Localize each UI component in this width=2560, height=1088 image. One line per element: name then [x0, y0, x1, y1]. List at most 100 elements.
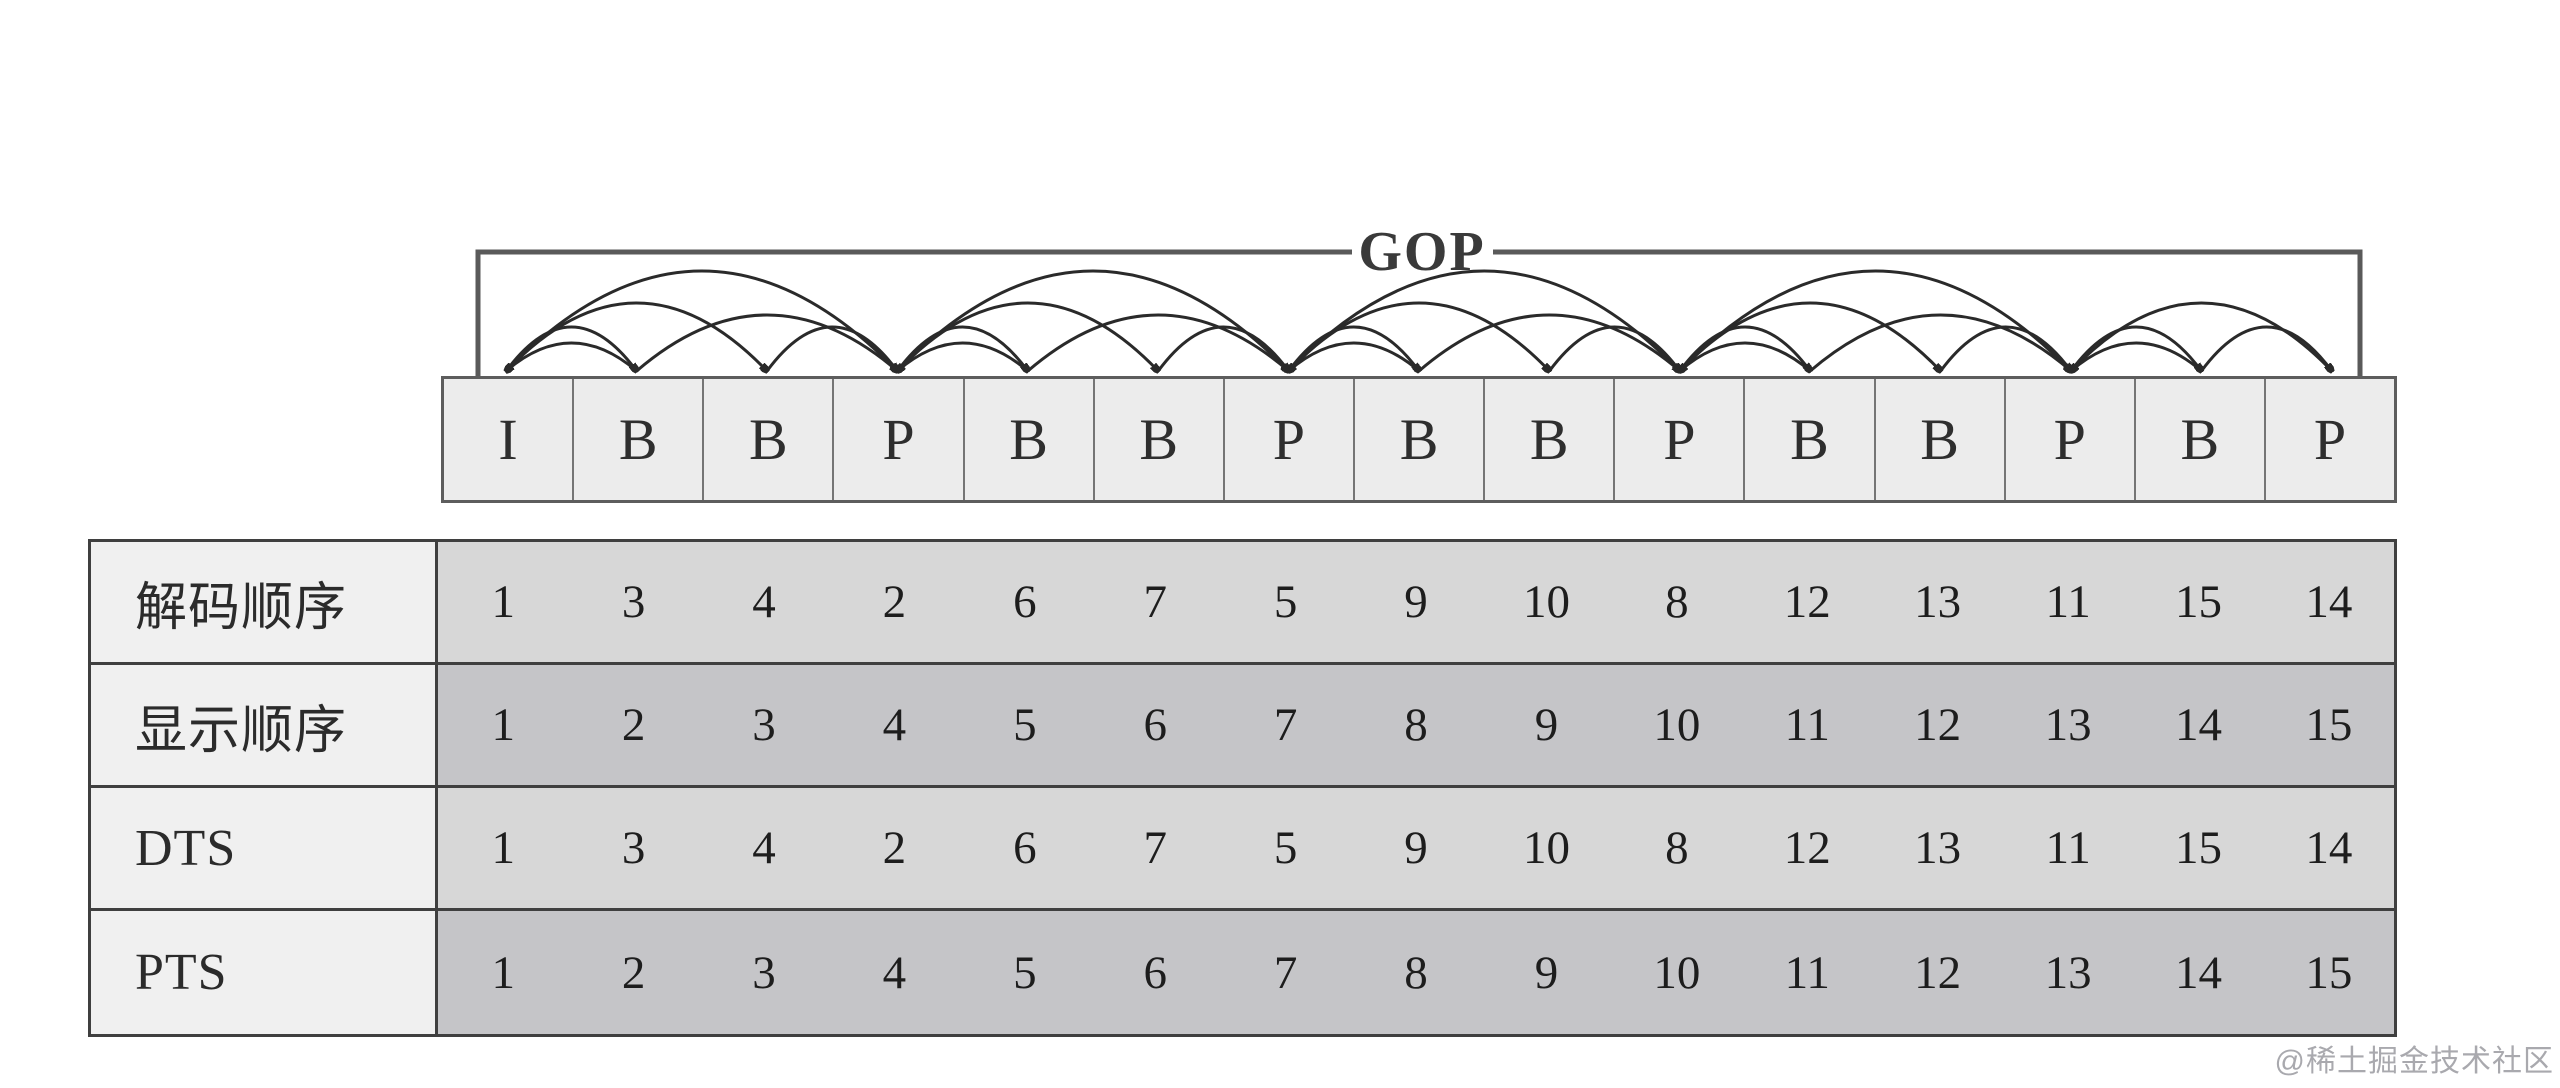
value-cell: 10	[1653, 946, 1701, 999]
value-cell: 14	[2174, 699, 2222, 751]
frame-cell: P	[834, 379, 965, 500]
value-cell: 10	[1653, 699, 1701, 751]
value-cell: 9	[1534, 946, 1559, 999]
frame-cell: P	[1224, 379, 1355, 500]
value-cell: 14	[2305, 576, 2353, 628]
value-cell: 5	[1273, 822, 1298, 874]
table-row: 显示顺序 1 2 3 4 5 6 7 8 9 10 11 12 13 14 15	[91, 665, 2394, 788]
reference-arc	[1678, 301, 1941, 371]
value-cell: 4	[752, 576, 776, 628]
frame-cell: B	[2135, 379, 2266, 500]
value-cell: 8	[1404, 699, 1428, 751]
value-cell: 5	[1013, 699, 1037, 751]
frame-reference-arcs	[504, 269, 2333, 371]
watermark: @稀土掘金技术社区	[2274, 1045, 2554, 1078]
value-cell: 8	[1665, 822, 1689, 874]
reference-arc	[1680, 269, 2073, 371]
value-cell: 3	[752, 699, 776, 751]
row-values: 1 3 4 2 6 7 5 9 10 8 12 13 11 15 14	[438, 542, 2394, 662]
row-values: 1 3 4 2 6 7 5 9 10 8 12 13 11 15 14	[438, 788, 2394, 908]
value-cell: 3	[621, 822, 646, 874]
value-cell: 4	[752, 822, 776, 874]
value-cell: 9	[1534, 699, 1559, 751]
row-values: 1 2 3 4 5 6 7 8 9 10 11 12 13 14 15	[438, 911, 2394, 1034]
reference-arc	[896, 325, 1027, 371]
reference-arc	[1678, 325, 1810, 371]
value-cell: 1	[491, 822, 515, 874]
row-label: DTS	[91, 788, 438, 908]
value-cell: 8	[1665, 576, 1689, 628]
table-row: 解码顺序 1 3 4 2 6 7 5 9 10 8 12 13 11 15 14	[91, 542, 2394, 665]
gop-bracket-right	[1493, 249, 2363, 376]
value-cell: 11	[1784, 946, 1830, 999]
value-cell: 12	[1914, 946, 1962, 999]
table-row: PTS 1 2 3 4 5 6 7 8 9 10 11 12 13 14 15	[91, 911, 2394, 1034]
frame-cell: B	[1094, 379, 1225, 500]
frame-cell: B	[964, 379, 1095, 500]
value-cell: 15	[2305, 699, 2353, 751]
reference-arc	[505, 301, 767, 371]
value-cell: 4	[882, 946, 907, 999]
reference-arc	[1287, 325, 1419, 371]
frame-cell: B	[1875, 379, 2006, 500]
reference-arc	[897, 269, 1290, 371]
value-cell: 13	[1914, 822, 1962, 874]
value-cell: 11	[2045, 576, 2091, 628]
reference-arc	[506, 341, 638, 371]
row-label: 解码顺序	[91, 542, 438, 662]
row-label: PTS	[91, 911, 438, 1034]
reference-arc	[1680, 341, 1812, 371]
value-cell: 15	[2174, 576, 2222, 628]
value-cell: 7	[1143, 822, 1167, 874]
reference-arc	[1289, 269, 1681, 371]
value-cell: 14	[2305, 822, 2353, 874]
reference-arc	[1939, 325, 2071, 371]
value-cell: 1	[491, 946, 515, 999]
frame-cell: B	[1485, 379, 1616, 500]
frame-cell: P	[2265, 379, 2395, 500]
value-cell: 13	[1914, 576, 1962, 628]
value-cell: 5	[1273, 576, 1298, 628]
reference-arc	[1289, 341, 1420, 371]
reference-arc	[2200, 325, 2331, 371]
gop-bracket-left	[475, 249, 1352, 376]
value-cell: 12	[1783, 822, 1831, 874]
value-cell: 11	[2045, 822, 2091, 874]
value-cell: 1	[491, 699, 515, 751]
reference-arc	[765, 325, 897, 371]
value-cell: 10	[1522, 822, 1570, 874]
gop-label: GOP	[1358, 221, 1485, 283]
value-cell: 10	[1522, 576, 1570, 628]
reference-arc	[1809, 313, 2071, 371]
value-cell: 9	[1404, 822, 1428, 874]
value-cell: 4	[882, 699, 907, 751]
value-cell: 13	[2044, 699, 2092, 751]
reference-arc	[1026, 313, 1289, 371]
value-cell: 13	[2044, 946, 2092, 999]
row-label: 显示顺序	[91, 665, 438, 785]
reference-arc	[2069, 325, 2201, 371]
value-cell: 3	[752, 946, 776, 999]
reference-arc	[1548, 325, 1679, 371]
value-cell: 1	[491, 576, 515, 628]
value-cell: 2	[882, 576, 907, 628]
frame-cell: B	[1354, 379, 1486, 500]
value-cell: 2	[621, 699, 646, 751]
value-cell: 6	[1013, 576, 1037, 628]
reference-arc	[2071, 301, 2333, 371]
reference-arc	[504, 325, 636, 371]
row-values: 1 2 3 4 5 6 7 8 9 10 11 12 13 14 15	[438, 665, 2394, 785]
timing-table: 解码顺序 1 3 4 2 6 7 5 9 10 8 12 13 11 15 14 显示顺序 1 2 3 4 5 6 7 8 9 10…	[88, 539, 2397, 1037]
value-cell: 7	[1273, 946, 1298, 999]
reference-arc	[2071, 341, 2203, 371]
value-cell: 12	[1914, 699, 1962, 751]
reference-arc	[1287, 301, 1550, 371]
reference-arc	[897, 341, 1029, 371]
frame-cell: P	[2005, 379, 2136, 500]
value-cell: 6	[1143, 699, 1167, 751]
value-cell: 2	[882, 822, 907, 874]
reference-arc	[1156, 325, 1288, 371]
